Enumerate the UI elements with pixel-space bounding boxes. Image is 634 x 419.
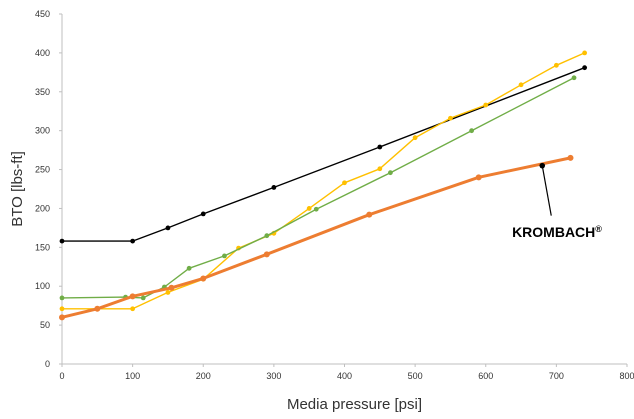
y-tick-label: 350 (35, 87, 50, 97)
data-point-orange (59, 314, 65, 321)
y-axis-title: BTO [lbs-ft] (9, 151, 26, 227)
series-orange (59, 154, 574, 321)
series-layer (59, 50, 588, 321)
data-point-yellow (448, 115, 453, 121)
data-point-green (313, 206, 319, 212)
data-point-yellow (518, 82, 524, 88)
data-point-green (140, 295, 146, 301)
data-point-yellow (483, 102, 489, 108)
y-tick-label: 50 (40, 320, 50, 330)
data-point-green (222, 253, 227, 259)
x-tick-label: 800 (619, 371, 634, 381)
annotation-krombach-label: KROMBACH® (512, 224, 602, 240)
data-point-green (59, 295, 65, 301)
data-point-orange (263, 251, 270, 258)
data-point-green (571, 75, 577, 81)
x-tick-label: 400 (337, 371, 352, 381)
data-point-yellow (342, 180, 347, 186)
data-point-yellow (306, 206, 312, 211)
data-point-orange (168, 284, 175, 291)
y-tick-label: 300 (35, 126, 50, 136)
y-tick-label: 450 (35, 9, 50, 19)
data-point-green (264, 233, 270, 239)
data-point-yellow (377, 166, 383, 172)
annotation-leader-line (541, 165, 552, 216)
series-black (59, 65, 588, 244)
x-tick-label: 100 (125, 371, 140, 381)
x-tick-label: 200 (196, 371, 211, 381)
series-line-yellow (62, 52, 585, 310)
data-point-black (165, 225, 171, 231)
data-point-orange (200, 275, 207, 282)
x-tick-label: 700 (549, 371, 564, 381)
data-point-yellow (582, 50, 588, 56)
annotation-marker (539, 162, 546, 169)
data-point-yellow (165, 290, 171, 295)
chart-axes: 0 50 100 150 200 250 300 350 400 450 0 100 200 300 400… (35, 9, 634, 381)
data-point-orange (129, 293, 136, 300)
x-tick-label: 0 (59, 371, 64, 381)
annotation-registered-mark: ® (595, 224, 602, 234)
series-line-green (61, 77, 575, 299)
x-tick-label: 500 (408, 371, 423, 381)
y-tick-label: 400 (35, 48, 50, 58)
data-point-orange (366, 211, 373, 218)
y-tick-label: 250 (35, 165, 50, 175)
data-point-green (186, 265, 192, 271)
annotation-brand-text: KROMBACH (512, 224, 595, 240)
data-point-orange (94, 305, 101, 312)
data-point-black (271, 185, 277, 190)
data-point-black (200, 211, 206, 217)
y-tick-label: 100 (35, 281, 50, 291)
data-point-green (469, 128, 475, 134)
data-point-yellow (553, 62, 559, 68)
series-yellow (59, 50, 588, 312)
annotation-layer: KROMBACH® (512, 162, 602, 240)
y-tick-label: 150 (35, 242, 50, 252)
y-tick-label: 0 (45, 359, 50, 369)
data-point-yellow (130, 306, 136, 312)
data-point-yellow (412, 135, 418, 141)
x-tick-label: 600 (478, 371, 493, 381)
data-point-orange (475, 174, 482, 181)
data-point-orange (567, 154, 574, 161)
data-point-yellow (59, 306, 65, 312)
data-point-green (388, 170, 393, 176)
data-point-black (377, 144, 383, 150)
x-tick-label: 300 (266, 371, 281, 381)
data-point-black (582, 65, 588, 71)
data-point-black (130, 238, 136, 244)
series-line-orange (61, 156, 571, 319)
data-point-black (59, 238, 65, 244)
y-tick-label: 200 (35, 203, 50, 213)
series-green (59, 75, 577, 301)
x-axis-title: Media pressure [psi] (287, 396, 422, 413)
